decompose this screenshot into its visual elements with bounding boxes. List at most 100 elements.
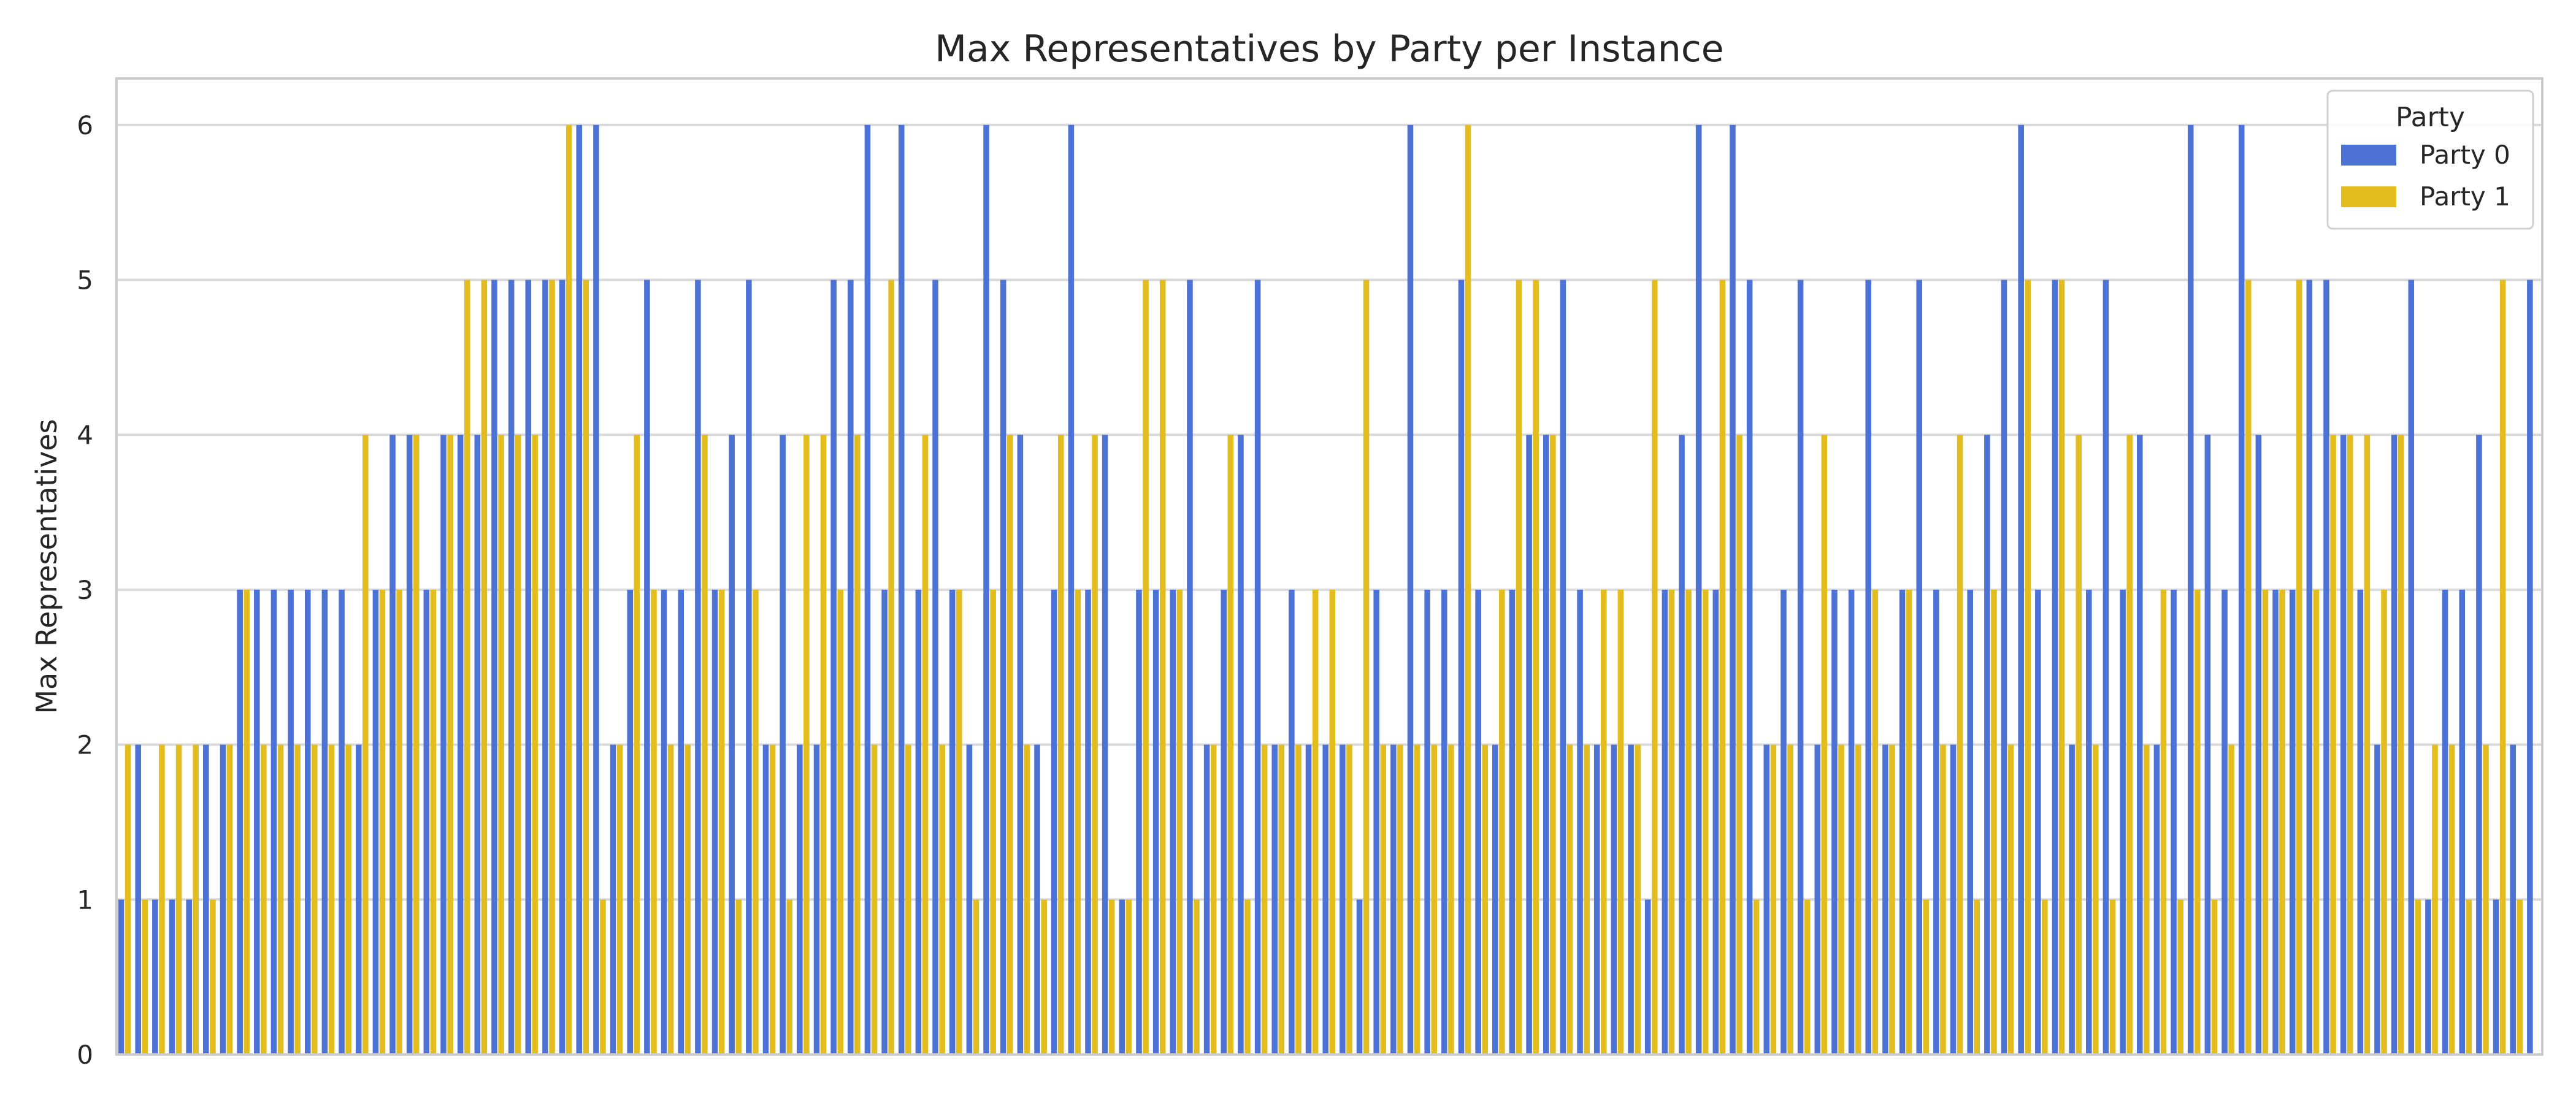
bar-party-0 bbox=[2442, 589, 2448, 1055]
bar-party-0 bbox=[780, 435, 786, 1055]
bar-party-0 bbox=[762, 744, 769, 1055]
bar-party-1 bbox=[1312, 589, 1319, 1055]
bar-party-1 bbox=[1668, 589, 1675, 1055]
bar-party-0 bbox=[305, 589, 311, 1055]
bar-party-1 bbox=[1210, 744, 1217, 1055]
bar-party-0 bbox=[2255, 435, 2262, 1055]
bar-party-1 bbox=[651, 589, 657, 1055]
bar-party-1 bbox=[1108, 899, 1115, 1055]
bar-party-1 bbox=[2228, 744, 2234, 1055]
bar-party-1 bbox=[447, 435, 453, 1055]
bar-party-0 bbox=[2493, 899, 2499, 1055]
bar-party-1 bbox=[1499, 589, 1505, 1055]
bar-party-0 bbox=[644, 280, 650, 1055]
bar-party-1 bbox=[1804, 899, 1811, 1055]
bar-party-1 bbox=[2025, 280, 2031, 1055]
bar-party-0 bbox=[2052, 280, 2058, 1055]
plot-frame bbox=[115, 77, 2543, 1056]
bar-party-1 bbox=[583, 280, 589, 1055]
bar-party-0 bbox=[711, 589, 718, 1055]
bar-party-1 bbox=[243, 589, 250, 1055]
bar-party-0 bbox=[2086, 589, 2092, 1055]
bar-party-1 bbox=[1125, 899, 1132, 1055]
bar-party-1 bbox=[142, 899, 148, 1055]
bar-party-1 bbox=[2262, 589, 2269, 1055]
bar-party-1 bbox=[1719, 280, 1726, 1055]
bar-party-0 bbox=[474, 435, 481, 1055]
bar-party-1 bbox=[939, 744, 945, 1055]
bar-party-1 bbox=[2279, 589, 2285, 1055]
bar-party-1 bbox=[2245, 280, 2252, 1055]
bar-party-0 bbox=[1017, 435, 1024, 1055]
bar-party-0 bbox=[1238, 435, 1244, 1055]
bar-party-1 bbox=[2126, 435, 2133, 1055]
bar-party-1 bbox=[2093, 744, 2099, 1055]
bar-party-1 bbox=[667, 744, 674, 1055]
bar-party-0 bbox=[423, 589, 430, 1055]
legend-swatch bbox=[2341, 145, 2396, 166]
bar-party-0 bbox=[1882, 744, 1888, 1055]
bar-party-1 bbox=[2076, 435, 2082, 1055]
legend-label: Party 1 bbox=[2420, 181, 2510, 212]
bar-party-1 bbox=[634, 435, 640, 1055]
bar-party-0 bbox=[2018, 124, 2024, 1055]
bar-party-0 bbox=[169, 899, 175, 1055]
bar-party-0 bbox=[1781, 589, 1787, 1055]
bar-party-1 bbox=[464, 280, 470, 1055]
bar-party-0 bbox=[830, 280, 837, 1055]
bar-party-0 bbox=[491, 280, 497, 1055]
bar-party-0 bbox=[525, 280, 532, 1055]
bar-party-1 bbox=[769, 744, 776, 1055]
bar-party-1 bbox=[413, 435, 420, 1055]
bar-party-0 bbox=[440, 435, 447, 1055]
y-axis-ticks: 0 1 2 3 4 5 6 bbox=[77, 110, 93, 1070]
bar-party-1 bbox=[532, 435, 539, 1055]
bar-party-1 bbox=[261, 744, 267, 1055]
bar-party-0 bbox=[932, 280, 938, 1055]
bar-party-1 bbox=[1974, 899, 1980, 1055]
bar-party-0 bbox=[1814, 744, 1821, 1055]
bar-party-1 bbox=[193, 744, 199, 1055]
bar-party-0 bbox=[881, 589, 887, 1055]
bar-party-0 bbox=[152, 899, 158, 1055]
bar-party-1 bbox=[1075, 589, 1081, 1055]
bar-party-0 bbox=[1865, 280, 1872, 1055]
bar-party-0 bbox=[321, 589, 328, 1055]
bar-party-1 bbox=[515, 435, 521, 1055]
bar-party-1 bbox=[2313, 589, 2320, 1055]
bar-party-0 bbox=[1322, 744, 1328, 1055]
bar-party-0 bbox=[1340, 744, 1346, 1055]
bar-party-0 bbox=[593, 124, 599, 1055]
bar-party-1 bbox=[1176, 589, 1183, 1055]
bar-party-1 bbox=[616, 744, 623, 1055]
bar-party-1 bbox=[1855, 744, 1861, 1055]
bar-party-0 bbox=[729, 435, 735, 1055]
bar-party-1 bbox=[2517, 899, 2523, 1055]
bar-party-1 bbox=[1635, 744, 1641, 1055]
bar-party-0 bbox=[2001, 280, 2007, 1055]
bar-party-1 bbox=[294, 744, 301, 1055]
bar-party-1 bbox=[1448, 744, 1454, 1055]
bar-party-1 bbox=[2466, 899, 2472, 1055]
legend-swatch bbox=[2341, 186, 2396, 207]
bar-party-0 bbox=[2221, 589, 2228, 1055]
bar-party-1 bbox=[498, 435, 504, 1055]
bar-party-1 bbox=[990, 589, 996, 1055]
bar-party-1 bbox=[362, 435, 369, 1055]
bar-party-1 bbox=[905, 744, 911, 1055]
y-tick-label: 0 bbox=[77, 1040, 93, 1070]
bar-party-1 bbox=[1159, 280, 1166, 1055]
bar-party-0 bbox=[2187, 124, 2194, 1055]
bar-party-1 bbox=[973, 899, 979, 1055]
bar-party-1 bbox=[210, 899, 216, 1055]
bar-party-0 bbox=[864, 124, 871, 1055]
bar-party-1 bbox=[328, 744, 335, 1055]
legend[interactable]: Party Party 0 Party 1 bbox=[2326, 90, 2534, 230]
bar-party-1 bbox=[2160, 589, 2167, 1055]
bar-party-0 bbox=[2391, 435, 2398, 1055]
bar-party-0 bbox=[1441, 589, 1447, 1055]
bar-party-1 bbox=[2347, 435, 2353, 1055]
bar-party-0 bbox=[1000, 280, 1006, 1055]
bar-party-1 bbox=[2364, 435, 2371, 1055]
bar-party-0 bbox=[1797, 280, 1804, 1055]
